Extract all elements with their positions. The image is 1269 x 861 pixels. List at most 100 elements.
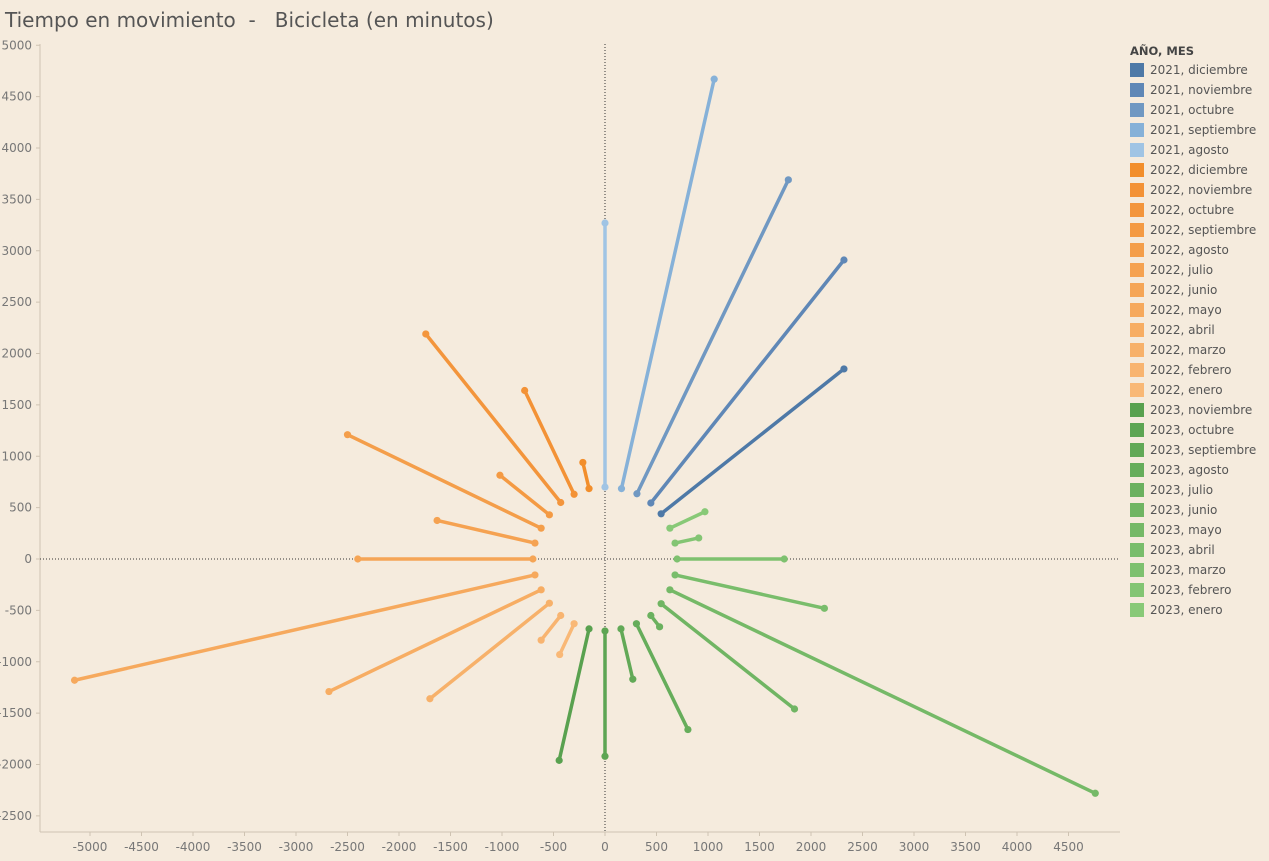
legend-item[interactable]: 2023, febrero	[1130, 580, 1265, 600]
legend-item[interactable]: 2022, abril	[1130, 320, 1265, 340]
legend-item[interactable]: 2023, julio	[1130, 480, 1265, 500]
legend-item[interactable]: 2023, marzo	[1130, 560, 1265, 580]
x-tick-label: -3500	[227, 840, 262, 854]
legend-swatch	[1130, 83, 1144, 97]
legend-item[interactable]: 2022, marzo	[1130, 340, 1265, 360]
series-point	[840, 256, 848, 264]
legend-item[interactable]: 2023, mayo	[1130, 520, 1265, 540]
series-line	[327, 588, 543, 694]
legend-label: 2021, agosto	[1150, 143, 1229, 157]
legend-label: 2023, mayo	[1150, 523, 1222, 537]
series-line	[668, 588, 1098, 796]
series-point	[601, 219, 609, 227]
y-tick-label: 3500	[1, 192, 32, 206]
series-point	[585, 485, 593, 493]
series-line	[72, 573, 537, 682]
series-point	[70, 676, 79, 684]
series-point	[820, 604, 828, 612]
legend-label: 2021, septiembre	[1150, 123, 1257, 137]
legend-swatch	[1130, 63, 1144, 77]
legend-label: 2022, julio	[1150, 263, 1214, 277]
legend-item[interactable]: 2023, abril	[1130, 540, 1265, 560]
legend-swatch	[1130, 283, 1144, 297]
legend-item[interactable]: 2022, junio	[1130, 280, 1265, 300]
y-tick-label: 1000	[1, 449, 32, 463]
legend-label: 2023, abril	[1150, 543, 1215, 557]
y-tick-label: 2000	[1, 347, 32, 361]
series-point	[537, 586, 545, 594]
legend-item[interactable]: 2023, septiembre	[1130, 440, 1265, 460]
legend-swatch	[1130, 203, 1144, 217]
series-line	[435, 518, 537, 545]
legend-item[interactable]: 2021, diciembre	[1130, 60, 1265, 80]
legend-swatch	[1130, 603, 1144, 617]
x-tick-label: 1000	[693, 840, 724, 854]
x-tick-label: 1500	[744, 840, 775, 854]
legend-swatch	[1130, 323, 1144, 337]
legend-swatch	[1130, 363, 1144, 377]
series-line	[424, 332, 563, 505]
legend-item[interactable]: 2022, diciembre	[1130, 160, 1265, 180]
y-tick-label: -2000	[0, 758, 32, 772]
legend-item[interactable]: 2023, octubre	[1130, 420, 1265, 440]
legend-item[interactable]: 2023, noviembre	[1130, 400, 1265, 420]
x-tick-label: -2000	[382, 840, 417, 854]
legend-item[interactable]: 2021, noviembre	[1130, 80, 1265, 100]
legend-item[interactable]: 2022, enero	[1130, 380, 1265, 400]
legend-item[interactable]: 2022, mayo	[1130, 300, 1265, 320]
legend-item[interactable]: 2023, agosto	[1130, 460, 1265, 480]
legend-swatch	[1130, 223, 1144, 237]
legend-item[interactable]: 2022, julio	[1130, 260, 1265, 280]
series-point	[790, 705, 799, 713]
series-point	[601, 483, 609, 491]
series-point	[601, 752, 609, 760]
series-point	[354, 555, 362, 563]
series-line	[659, 601, 797, 711]
legend-item[interactable]: 2022, febrero	[1130, 360, 1265, 380]
legend-item[interactable]: 2022, octubre	[1130, 200, 1265, 220]
series-point	[632, 620, 641, 628]
series-point	[710, 75, 718, 83]
x-tick-label: -2500	[330, 840, 365, 854]
legend-item[interactable]: 2021, septiembre	[1130, 120, 1265, 140]
series-point	[555, 756, 563, 764]
series-point	[617, 625, 625, 633]
y-tick-label: 5000	[1, 38, 32, 52]
legend-swatch	[1130, 563, 1144, 577]
legend-swatch	[1130, 423, 1144, 437]
legend-title: AÑO, MES	[1130, 44, 1195, 58]
series-line	[659, 367, 846, 516]
legend-label: 2023, septiembre	[1150, 443, 1257, 457]
x-tick-label: 2000	[796, 840, 827, 854]
y-tick-label: 3000	[1, 244, 32, 258]
series-point	[557, 611, 565, 620]
y-tick-label: 500	[9, 501, 32, 515]
legend-swatch	[1130, 443, 1144, 457]
legend-swatch	[1130, 123, 1144, 137]
legend-item[interactable]: 2023, junio	[1130, 500, 1265, 520]
legend-label: 2021, noviembre	[1150, 83, 1253, 97]
legend-item[interactable]: 2021, octubre	[1130, 100, 1265, 120]
series-line	[428, 601, 552, 701]
legend-label: 2023, junio	[1150, 503, 1218, 517]
series-line	[522, 388, 576, 497]
series-point	[433, 516, 441, 525]
series-point	[426, 695, 434, 703]
x-tick-label: 0	[601, 840, 609, 854]
x-tick-label: -500	[540, 840, 567, 854]
legend-item[interactable]: 2022, noviembre	[1130, 180, 1265, 200]
legend-label: 2022, octubre	[1150, 203, 1235, 217]
legend-item[interactable]: 2022, agosto	[1130, 240, 1265, 260]
y-tick-label: 0	[24, 552, 32, 566]
series-line	[619, 627, 635, 681]
series-point	[666, 524, 674, 532]
legend-swatch	[1130, 583, 1144, 597]
series-line	[634, 621, 690, 732]
legend-item[interactable]: 2022, septiembre	[1130, 220, 1265, 240]
x-tick-label: 3500	[950, 840, 981, 854]
series-point	[343, 431, 352, 439]
legend-item[interactable]: 2021, agosto	[1130, 140, 1265, 160]
legend-label: 2023, julio	[1150, 483, 1214, 497]
legend-item[interactable]: 2023, enero	[1130, 600, 1265, 620]
legend-label: 2021, octubre	[1150, 103, 1235, 117]
